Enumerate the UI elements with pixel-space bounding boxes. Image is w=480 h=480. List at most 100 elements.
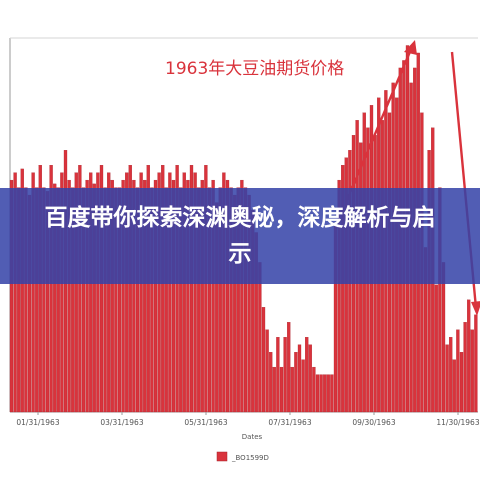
legend: _BO1599D bbox=[216, 451, 269, 462]
bar bbox=[305, 337, 309, 413]
bar bbox=[121, 179, 125, 413]
bar bbox=[157, 172, 161, 413]
bar bbox=[200, 179, 204, 413]
bar bbox=[467, 299, 471, 413]
bar bbox=[9, 179, 14, 413]
bar bbox=[24, 187, 28, 413]
bar bbox=[17, 187, 21, 413]
bar bbox=[132, 179, 136, 413]
bar bbox=[74, 172, 78, 413]
bar bbox=[456, 329, 460, 413]
bar bbox=[161, 165, 165, 413]
bar bbox=[269, 352, 273, 413]
bar bbox=[89, 172, 93, 413]
bar bbox=[265, 329, 269, 413]
x-tick-label: 01/31/1963 bbox=[16, 418, 59, 427]
bar bbox=[344, 157, 348, 413]
bar bbox=[445, 344, 449, 413]
bar bbox=[297, 344, 302, 413]
legend-label: _BO1599D bbox=[231, 454, 269, 462]
bar bbox=[38, 165, 42, 413]
bar bbox=[85, 179, 89, 413]
bar bbox=[117, 187, 122, 413]
bar bbox=[42, 187, 46, 413]
legend-swatch bbox=[216, 451, 228, 462]
bar bbox=[225, 179, 230, 413]
bar bbox=[229, 187, 233, 413]
x-tick-label: 05/31/1963 bbox=[184, 418, 227, 427]
bar bbox=[258, 262, 262, 413]
bar bbox=[301, 359, 305, 413]
bar bbox=[261, 307, 266, 413]
headline-banner: 百度带你探索深渊奥秘，深度解析与启示 bbox=[0, 188, 480, 284]
headline-text: 百度带你探索深渊奥秘，深度解析与启示 bbox=[44, 205, 436, 267]
bar bbox=[99, 165, 104, 413]
bar bbox=[71, 187, 75, 413]
bar bbox=[449, 337, 453, 413]
bar bbox=[60, 172, 64, 413]
bar bbox=[290, 366, 294, 413]
annotation-arrowhead-up bbox=[404, 40, 417, 55]
bar bbox=[107, 172, 111, 413]
bar bbox=[323, 374, 327, 413]
bar bbox=[182, 172, 186, 413]
bar bbox=[197, 187, 201, 413]
annotation-arrow-up bbox=[345, 46, 414, 201]
bar bbox=[146, 165, 150, 413]
bar bbox=[49, 165, 53, 413]
bar bbox=[81, 187, 86, 413]
bar bbox=[103, 187, 107, 413]
x-tick-label: 09/30/1963 bbox=[352, 418, 395, 427]
bar bbox=[470, 329, 474, 413]
bar bbox=[308, 344, 312, 413]
bar bbox=[153, 179, 158, 413]
bar bbox=[20, 168, 24, 413]
bar bbox=[438, 187, 442, 413]
bar bbox=[128, 165, 132, 413]
bar bbox=[283, 337, 287, 413]
bar bbox=[143, 179, 147, 413]
x-tick-label: 07/31/1963 bbox=[268, 418, 311, 427]
x-tick-label: 03/31/1963 bbox=[100, 418, 143, 427]
bar bbox=[337, 179, 341, 413]
bar bbox=[175, 165, 179, 413]
bar bbox=[474, 314, 478, 413]
bar bbox=[31, 172, 35, 413]
bar bbox=[56, 187, 60, 413]
bar bbox=[236, 187, 240, 413]
bar bbox=[193, 172, 197, 413]
bar bbox=[330, 374, 334, 413]
x-axis-label: Dates bbox=[242, 433, 263, 441]
bar bbox=[434, 284, 438, 413]
bar bbox=[312, 366, 316, 413]
bar bbox=[114, 187, 118, 413]
bar bbox=[459, 352, 464, 413]
bar bbox=[240, 179, 244, 413]
bar bbox=[125, 172, 129, 413]
bar bbox=[463, 322, 467, 413]
bar bbox=[294, 352, 298, 413]
bar bbox=[279, 366, 284, 413]
x-tick-labels: 01/31/1963 03/31/1963 05/31/1963 07/31/1963… bbox=[16, 412, 480, 427]
bar bbox=[135, 187, 140, 413]
bar bbox=[441, 262, 446, 413]
bar bbox=[110, 179, 114, 413]
annotation-arrowhead-down bbox=[471, 301, 480, 316]
bar bbox=[78, 165, 82, 413]
x-tick-label: 11/30/1963 bbox=[436, 418, 479, 427]
bar bbox=[186, 179, 190, 413]
bar bbox=[92, 183, 96, 413]
bar bbox=[276, 337, 280, 413]
bar bbox=[218, 187, 222, 413]
bar bbox=[287, 322, 291, 413]
bar bbox=[207, 187, 212, 413]
bar bbox=[35, 187, 39, 413]
bar bbox=[272, 366, 276, 413]
bar bbox=[452, 359, 456, 413]
bar bbox=[96, 172, 100, 413]
bar bbox=[341, 165, 345, 413]
bar bbox=[53, 183, 57, 413]
bar bbox=[315, 374, 320, 413]
bar bbox=[13, 172, 17, 413]
